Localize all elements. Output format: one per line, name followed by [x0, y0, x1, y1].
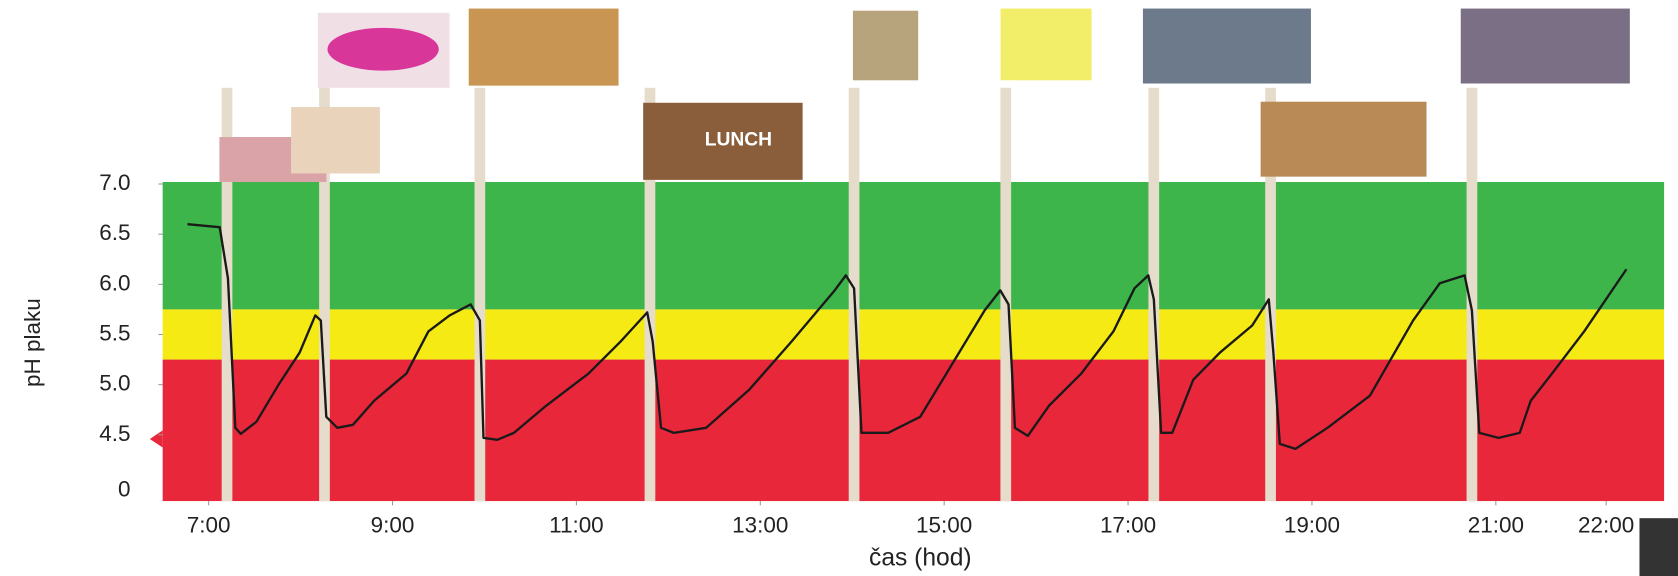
lips-shape: [327, 27, 439, 71]
line-layer: [187, 223, 1628, 451]
lunch-sign: LUNCH: [705, 129, 772, 150]
baseline-marker: [149, 430, 163, 448]
zone-band: [162, 182, 1665, 310]
meal-bar: [1265, 87, 1276, 502]
meal-bar: [1466, 87, 1478, 502]
photo-lunch: [643, 102, 803, 180]
text-layer: pH plaku čas (hod) 0 7.0 6.5 6.0 5.5 5.0 4.5 7…: [20, 170, 1678, 576]
x-tick-label: 22:00: [1578, 513, 1634, 538]
y-tick-label: 4.5: [99, 421, 130, 446]
meal-bar: [319, 87, 330, 502]
meal-bar: [644, 87, 656, 502]
x-tick-label: 7:00: [187, 513, 231, 538]
y-tick-label: 5.5: [99, 320, 130, 345]
photo-layer: LUNCH: [219, 8, 1630, 183]
ph-curve: [187, 223, 1628, 451]
corner-icon: [1639, 518, 1678, 576]
x-tick-label: 9:00: [371, 513, 415, 538]
x-axis-label: čas (hod): [869, 544, 972, 571]
photo-tv: [1460, 8, 1630, 84]
y-axis-label: pH plaku: [20, 298, 45, 387]
photo-cookies: [468, 8, 619, 86]
background-layer: [162, 182, 1665, 502]
x-tick-label: 11:00: [549, 513, 604, 538]
x-tick-label: 21:00: [1468, 513, 1524, 538]
photo-candy: [852, 10, 919, 81]
photo-plate: [1260, 101, 1427, 177]
x-tick-label: 19:00: [1284, 513, 1340, 538]
photo-bread: [291, 107, 380, 174]
axis-break-label: 0: [118, 476, 130, 501]
zone-band: [162, 359, 1665, 502]
y-tick-label: 6.5: [99, 220, 130, 245]
y-tick-label: 7.0: [99, 170, 130, 195]
x-tick-label: 13:00: [732, 513, 788, 538]
x-tick-label: 15:00: [916, 513, 972, 538]
photo-kids: [1142, 8, 1311, 84]
x-tick-label: 17:00: [1100, 513, 1156, 538]
y-tick-label: 5.0: [99, 371, 130, 396]
meal-bar: [221, 87, 233, 502]
zone-band: [162, 309, 1665, 360]
meal-bar: [1000, 87, 1012, 502]
meal-bar: [474, 87, 486, 502]
y-tick-label: 6.0: [99, 270, 130, 295]
photo-juice: [1000, 8, 1092, 81]
